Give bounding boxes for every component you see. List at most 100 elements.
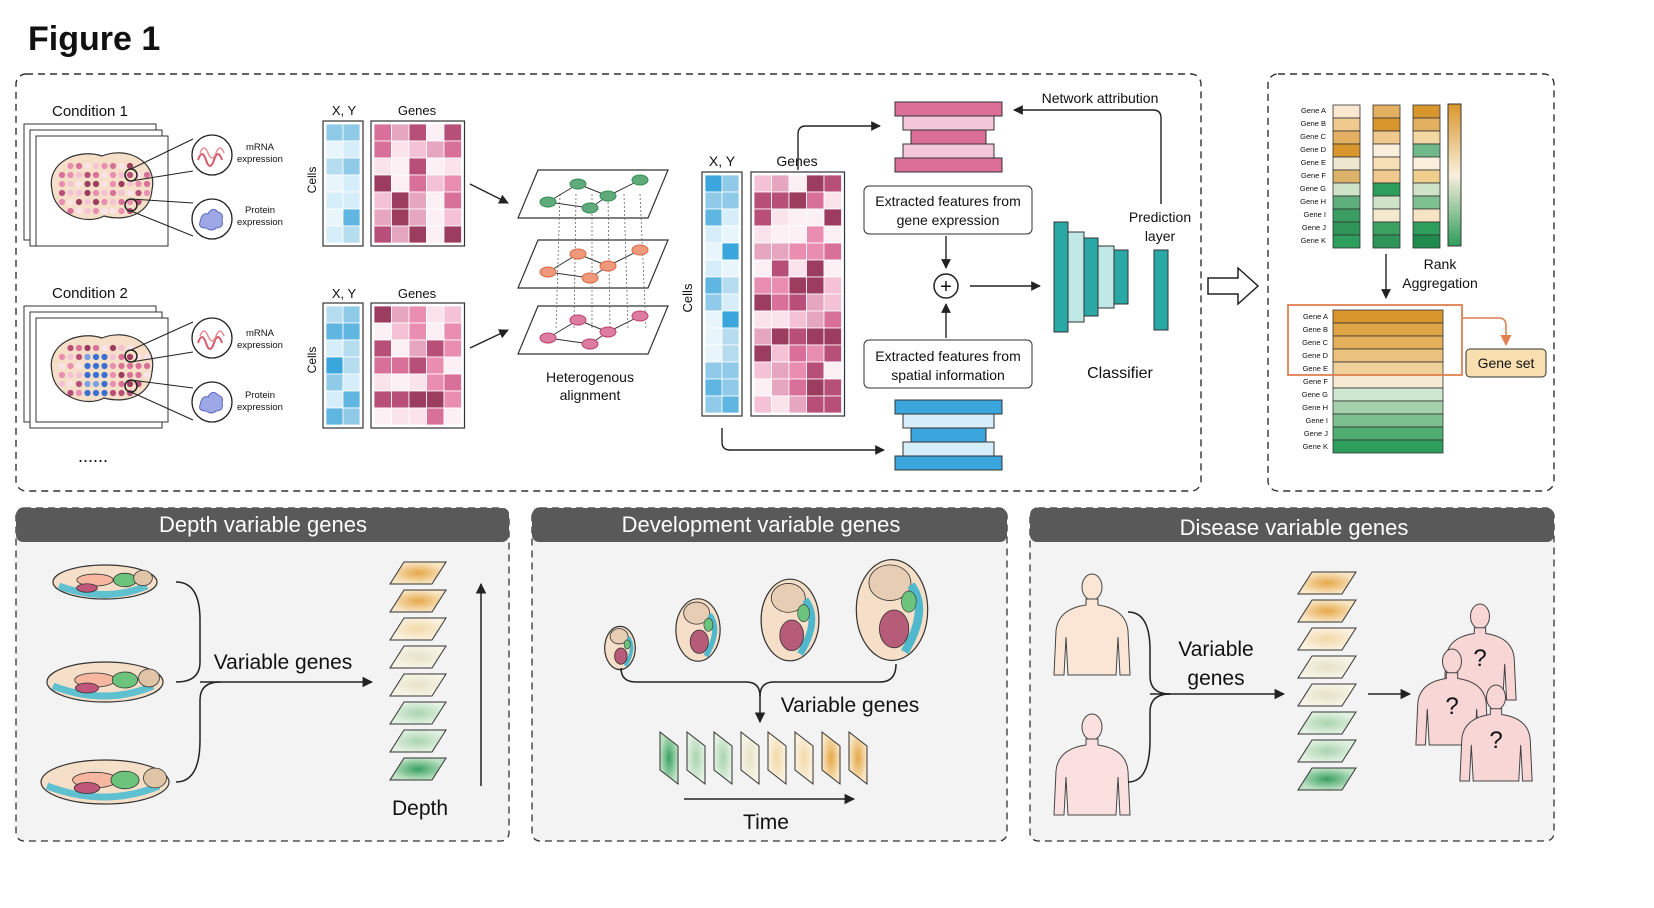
flow-arrow-icon — [1207, 266, 1260, 306]
gene-rank-columns: Gene A Gene B Gene C Gene D Gene E Gene F Gene… — [1300, 104, 1441, 249]
svg-text:Gene J: Gene J — [1302, 223, 1326, 232]
svg-text:Gene G: Gene G — [1302, 390, 1328, 399]
gene-set-highlight — [1287, 304, 1463, 376]
unknown-mark: ? — [1489, 727, 1502, 754]
disease-variable-label-2: genes — [1187, 667, 1244, 690]
genes-label-1: Genes — [398, 103, 437, 118]
alignment-label-1: Heterogenous — [546, 369, 634, 385]
svg-text:Gene B: Gene B — [1303, 325, 1328, 334]
development-panel-header — [532, 508, 1007, 542]
gene-feature-text-2: gene expression — [897, 212, 1000, 228]
xy-matrix-1 — [322, 120, 364, 247]
brain-section-stack-2 — [23, 305, 169, 429]
cells-label-1: Cells — [305, 167, 319, 194]
genes-label-combined: Genes — [776, 153, 817, 169]
spatial-feature-text-1: Extracted features from — [875, 348, 1021, 364]
mrna-zoom-2 — [191, 317, 233, 359]
gene-set-label: Gene set — [1478, 355, 1535, 371]
rank-aggregation-label-1: Rank — [1424, 256, 1458, 272]
svg-text:Gene F: Gene F — [1301, 171, 1326, 180]
xy-label-2: X, Y — [332, 286, 357, 301]
time-axis-label: Time — [743, 811, 789, 834]
svg-text:Gene A: Gene A — [1303, 312, 1328, 321]
xy-matrix-combined — [701, 171, 743, 417]
svg-text:Gene E: Gene E — [1303, 364, 1328, 373]
disease-panel-header — [1030, 508, 1554, 542]
cells-label-combined: Cells — [680, 283, 695, 312]
svg-text:Gene H: Gene H — [1302, 403, 1328, 412]
gene-feature-encoder — [894, 101, 1003, 173]
gene-matrix-combined — [750, 171, 846, 417]
unknown-mark: ? — [1473, 645, 1486, 672]
svg-text:Gene C: Gene C — [1300, 132, 1326, 141]
spatial-feature-text-2: spatial information — [891, 367, 1005, 383]
mrna-zoom-1 — [191, 134, 233, 176]
svg-text:Gene D: Gene D — [1302, 351, 1328, 360]
protein-label-2b: expression — [237, 402, 283, 413]
unknown-patients: ??? — [1415, 603, 1533, 782]
gene-set-box — [1465, 348, 1547, 378]
svg-text:Gene G: Gene G — [1300, 184, 1326, 193]
development-panel — [531, 507, 1008, 842]
gene-matrix-2 — [370, 302, 466, 429]
development-variable-genes-label: Variable genes — [781, 694, 920, 717]
unknown-mark: ? — [1445, 693, 1458, 720]
depth-panel-title: Depth variable genes — [159, 512, 367, 537]
disease-gene-slices — [1297, 571, 1357, 791]
spatial-feature-box — [863, 339, 1033, 389]
svg-text:Gene J: Gene J — [1304, 429, 1328, 438]
mrna-label-1b: expression — [237, 154, 283, 165]
network-attribution-label: Network attribution — [1042, 90, 1159, 106]
concat-plus-icon — [933, 273, 959, 299]
svg-text:Gene I: Gene I — [1305, 416, 1328, 425]
genes-label-2: Genes — [398, 286, 437, 301]
figure-title: Figure 1 — [28, 20, 160, 58]
brain-depth-sections — [40, 564, 170, 805]
svg-text:Gene K: Gene K — [1301, 236, 1326, 245]
svg-text:Gene A: Gene A — [1301, 106, 1326, 115]
aggregated-rank-column: Gene A Gene B Gene C Gene D Gene E Gene F Gene… — [1302, 309, 1444, 454]
time-gene-slices — [659, 730, 868, 786]
rank-gradient-bar — [1447, 103, 1462, 247]
prediction-layer-label-1: Prediction — [1129, 209, 1191, 225]
condition-2-label: Condition 2 — [52, 285, 128, 302]
patient-figures — [1053, 573, 1131, 816]
cells-label-2: Cells — [305, 347, 319, 374]
depth-variable-genes-label: Variable genes — [214, 651, 353, 674]
svg-text:Gene B: Gene B — [1301, 119, 1326, 128]
alignment-graph — [517, 169, 669, 355]
development-panel-title: Development variable genes — [622, 512, 901, 537]
plus-sign: + — [940, 276, 952, 298]
rank-panel — [1267, 73, 1555, 492]
gene-matrix-1 — [370, 120, 466, 247]
xy-matrix-2 — [322, 302, 364, 429]
svg-text:Gene K: Gene K — [1303, 442, 1328, 451]
classifier-network — [1053, 221, 1169, 333]
depth-panel-header — [16, 508, 509, 542]
classifier-label: Classifier — [1087, 365, 1153, 382]
svg-text:Gene F: Gene F — [1303, 377, 1328, 386]
svg-text:Gene I: Gene I — [1303, 210, 1326, 219]
disease-variable-label-1: Variable — [1178, 638, 1254, 661]
mrna-label-2b: expression — [237, 340, 283, 351]
disease-panel-title: Disease variable genes — [1180, 515, 1409, 540]
xy-label-combined: X, Y — [709, 153, 736, 169]
gene-feature-text-1: Extracted features from — [875, 193, 1021, 209]
protein-label-2a: Protein — [245, 390, 275, 401]
embryo-stages — [604, 558, 929, 671]
mrna-label-1a: mRNA — [246, 142, 275, 153]
svg-text:Gene E: Gene E — [1301, 158, 1326, 167]
workflow-panel — [15, 73, 1202, 492]
depth-gene-slices — [389, 561, 447, 781]
gene-feature-box — [863, 185, 1033, 235]
xy-label-1: X, Y — [332, 103, 357, 118]
brain-section-stack-1 — [23, 123, 169, 247]
svg-text:Gene D: Gene D — [1300, 145, 1326, 154]
svg-text:Gene H: Gene H — [1300, 197, 1326, 206]
rank-aggregation-label-2: Aggregation — [1402, 275, 1478, 291]
protein-label-1a: Protein — [245, 205, 275, 216]
more-conditions: ...... — [78, 446, 108, 466]
protein-label-1b: expression — [237, 217, 283, 228]
alignment-label-2: alignment — [560, 387, 621, 403]
mrna-label-2a: mRNA — [246, 328, 275, 339]
